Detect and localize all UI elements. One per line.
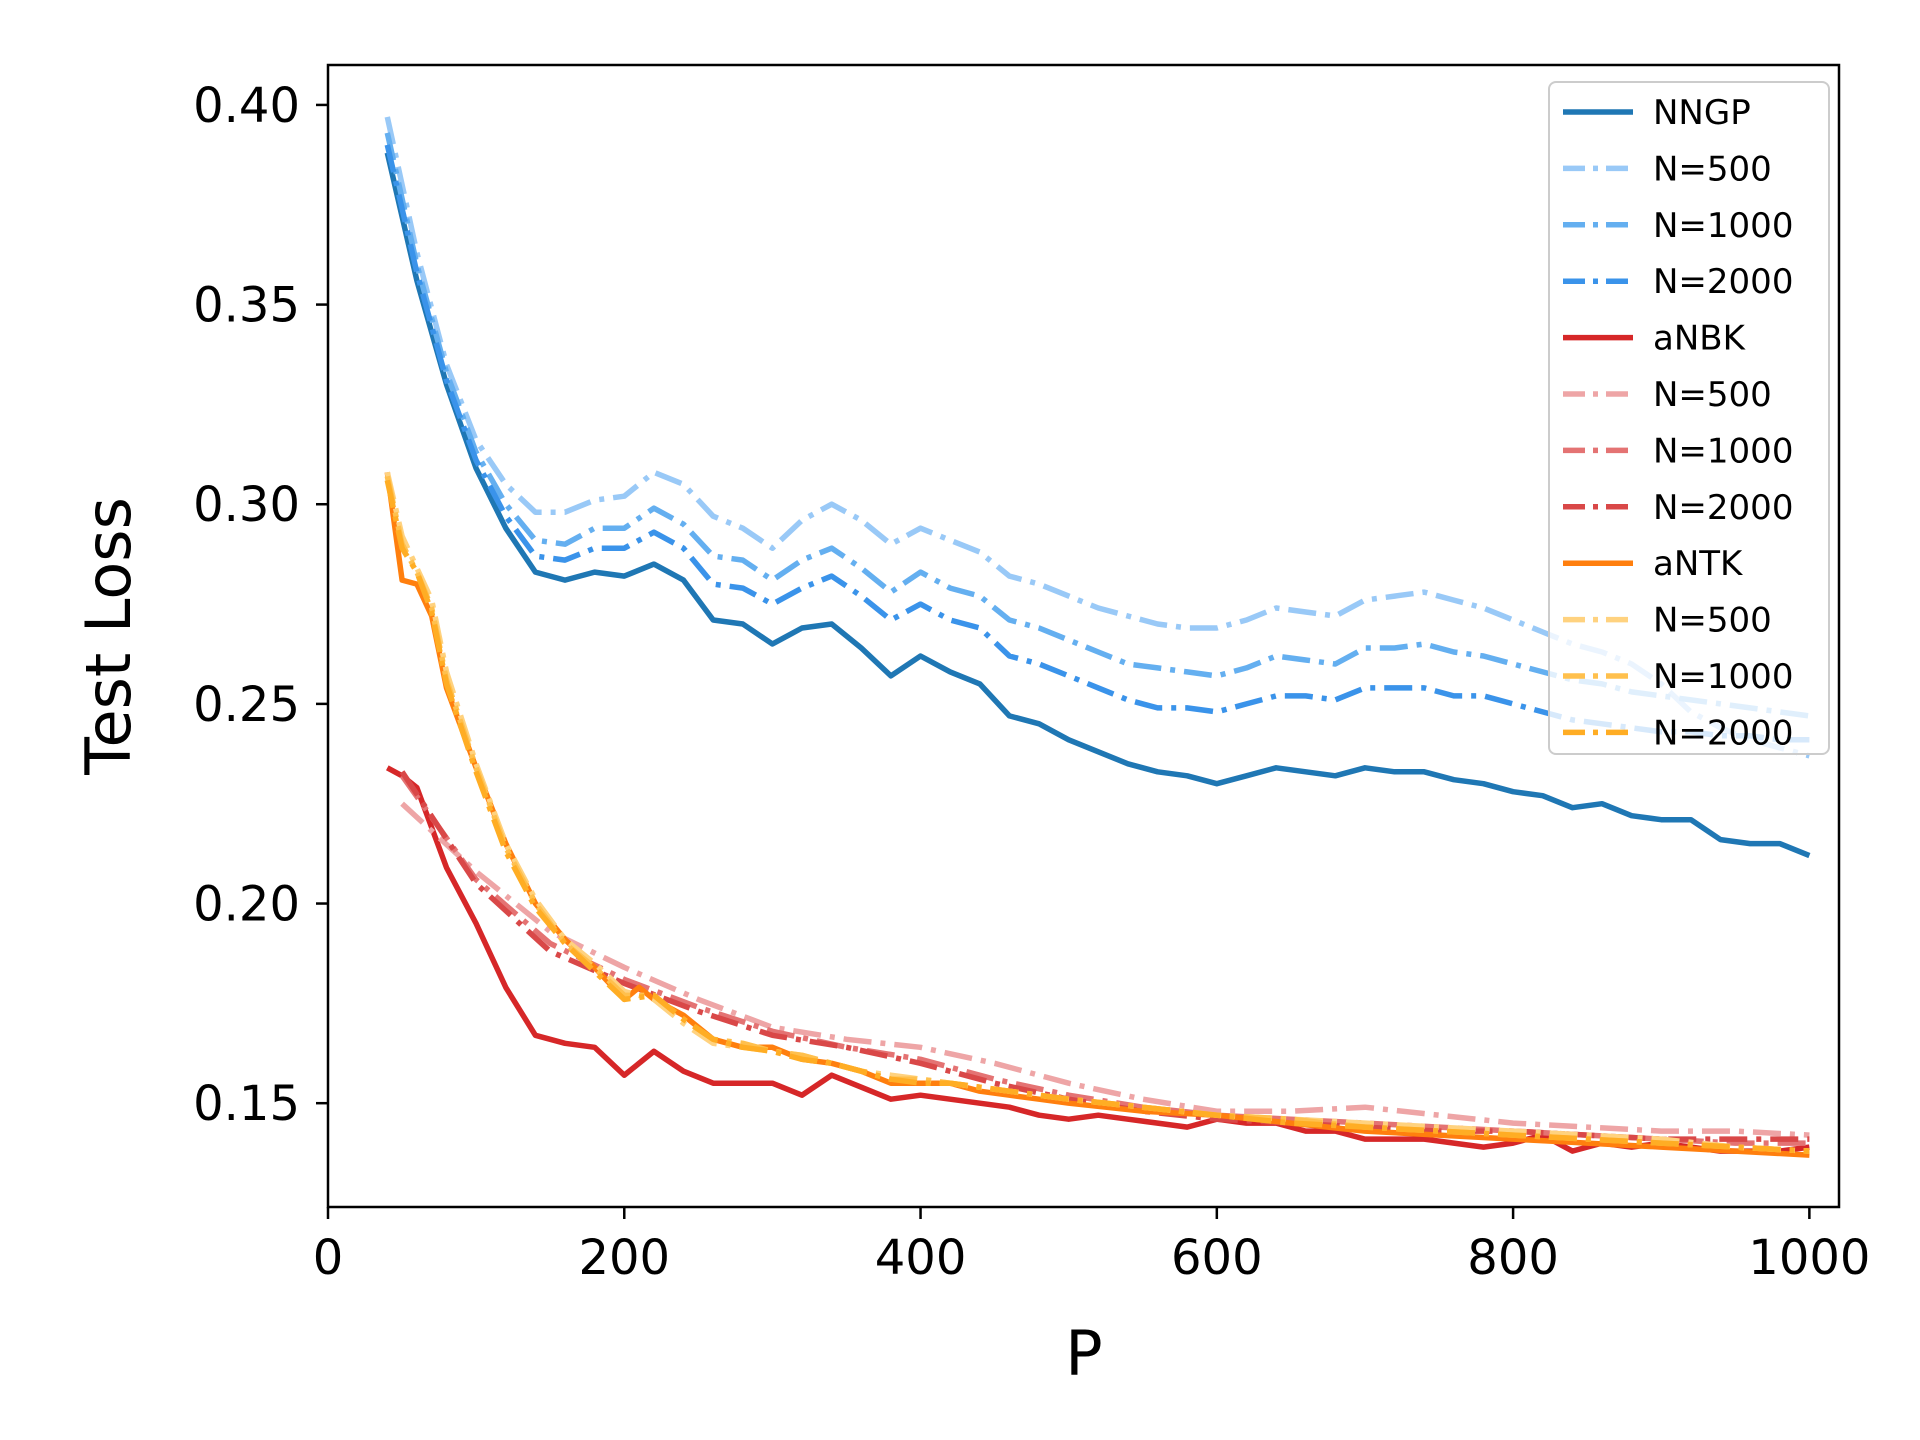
series-line-4 — [385, 765, 1810, 1154]
series-line-11 — [384, 479, 1810, 1154]
y-tick-label: 0.30 — [193, 477, 300, 533]
y-tick-label: 0.40 — [193, 78, 300, 134]
legend-label: N=2000 — [1653, 713, 1793, 753]
x-tick-label: 400 — [875, 1230, 967, 1286]
y-axis: 0.15 0.20 0.25 0.30 0.35 0.40 — [193, 78, 328, 1132]
legend-label: aNTK — [1653, 544, 1744, 584]
y-tick-label: 0.20 — [193, 877, 300, 933]
series-line-5 — [400, 801, 1810, 1138]
x-tick-label: 1000 — [1748, 1230, 1870, 1286]
x-tick-label: 800 — [1467, 1230, 1559, 1286]
legend-label: N=500 — [1653, 149, 1772, 189]
legend-label: N=500 — [1653, 601, 1772, 641]
legend-label: N=1000 — [1653, 206, 1793, 246]
legend-label: NNGP — [1653, 93, 1751, 133]
y-tick-label: 0.35 — [193, 278, 300, 334]
y-tick-label: 0.15 — [193, 1076, 300, 1132]
legend-label: N=500 — [1653, 375, 1772, 415]
legend-label: N=2000 — [1653, 262, 1793, 302]
x-tick-label: 200 — [578, 1230, 670, 1286]
x-tick-label: 0 — [313, 1230, 344, 1286]
x-axis-label: P — [1065, 1317, 1102, 1390]
series-line-0 — [384, 152, 1811, 859]
y-axis-label: Test Loss — [72, 497, 145, 776]
series-line-8 — [384, 471, 1810, 1158]
legend-label: N=1000 — [1653, 657, 1793, 697]
x-tick-label: 600 — [1171, 1230, 1263, 1286]
legend-label: aNBK — [1653, 319, 1747, 359]
series-line-2 — [384, 132, 1810, 719]
legend-label: N=1000 — [1653, 431, 1793, 471]
y-tick-label: 0.25 — [193, 677, 300, 733]
series-line-1 — [384, 116, 1811, 759]
legend-label: N=2000 — [1653, 488, 1793, 528]
plot-frame — [326, 63, 1841, 1209]
x-axis: 0 200 400 600 800 1000 — [313, 1207, 1870, 1286]
legend-box — [1548, 81, 1830, 755]
legend: NNGP N=500 N=1000 N=2000 aNBK N=500 N=1000 N=20… — [1548, 81, 1830, 755]
